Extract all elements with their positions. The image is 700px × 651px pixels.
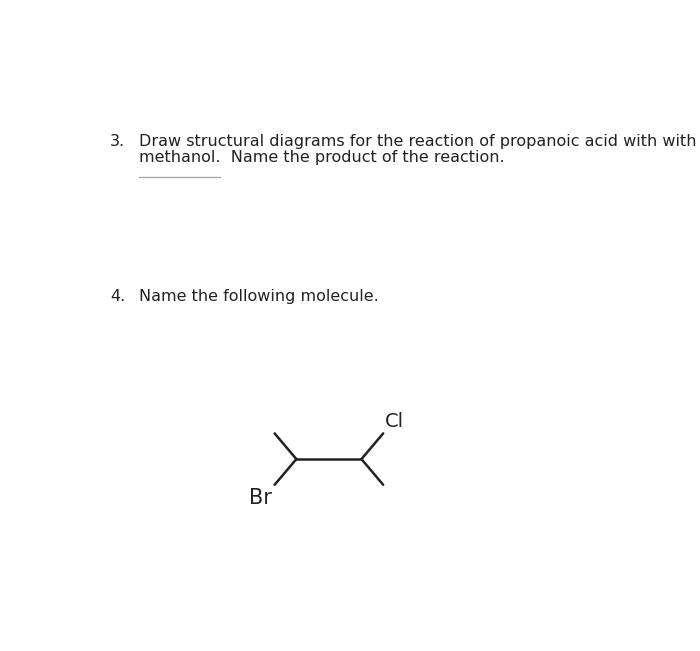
Text: Br: Br [249,488,272,508]
Text: Draw structural diagrams for the reaction of propanoic acid with with: Draw structural diagrams for the reactio… [139,134,696,149]
Text: Cl: Cl [385,412,405,432]
Text: 4.: 4. [111,288,125,303]
Text: Name the following molecule.: Name the following molecule. [139,288,379,303]
Text: methanol.  Name the product of the reaction.: methanol. Name the product of the reacti… [139,150,505,165]
Text: 3.: 3. [111,134,125,149]
